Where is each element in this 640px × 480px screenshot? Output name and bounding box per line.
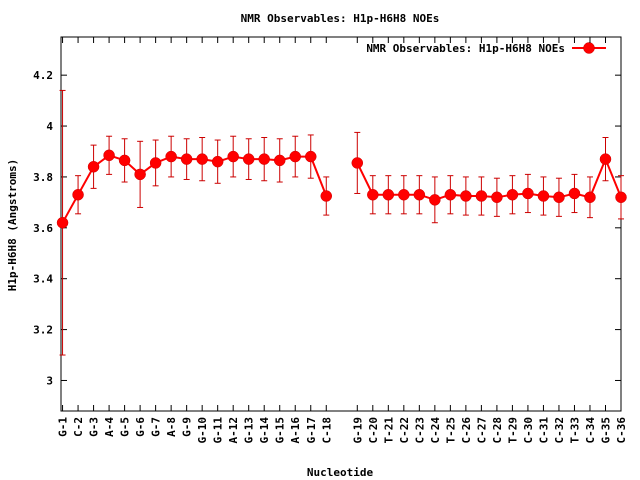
- y-axis-label: H1p-H6H8 (Angstroms): [6, 159, 19, 291]
- data-point: [522, 187, 534, 200]
- x-tick-label: A-16: [289, 417, 302, 444]
- x-tick-label: T-25: [444, 417, 457, 444]
- data-point: [118, 154, 131, 167]
- y-tick-label: 3.2: [33, 324, 53, 337]
- x-tick-label: A-4: [103, 417, 116, 437]
- data-point: [227, 150, 239, 163]
- data-point: [289, 150, 301, 163]
- y-tick-label: 3.8: [33, 171, 53, 184]
- data-point: [134, 168, 146, 181]
- data-point: [87, 161, 100, 173]
- data-point: [273, 154, 286, 167]
- x-tick-label: G-1: [57, 417, 70, 437]
- data-point: [599, 153, 612, 165]
- x-tick-label: T-29: [506, 417, 519, 444]
- data-point: [56, 216, 69, 229]
- data-point: [367, 188, 379, 201]
- chart-title: NMR Observables: H1p-H6H8 NOEs: [241, 12, 440, 25]
- data-point: [615, 191, 627, 204]
- x-tick-label: C-24: [429, 417, 442, 444]
- x-tick-label: C-28: [491, 417, 504, 444]
- data-point: [491, 191, 503, 204]
- plot-area: [56, 89, 627, 356]
- data-point: [211, 155, 224, 168]
- y-tick-label: 4.2: [33, 69, 53, 82]
- y-tick-label: 3.6: [33, 222, 53, 235]
- legend: NMR Observables: H1p-H6H8 NOEs: [366, 42, 606, 55]
- x-tick-label: A-8: [165, 417, 178, 437]
- x-tick-label: C-30: [522, 417, 535, 444]
- x-tick-label: C-22: [398, 417, 411, 444]
- data-point: [180, 153, 193, 165]
- x-tick-label: C-31: [537, 417, 550, 444]
- legend-marker: [583, 42, 595, 54]
- data-point: [72, 188, 84, 201]
- data-point: [258, 153, 270, 165]
- data-point: [429, 194, 441, 206]
- data-point: [165, 150, 177, 163]
- data-point: [196, 153, 208, 165]
- data-point: [584, 191, 596, 204]
- data-point: [568, 187, 581, 200]
- data-point: [149, 157, 162, 169]
- x-axis-label: Nucleotide: [307, 466, 374, 479]
- data-point: [305, 150, 317, 163]
- x-tick-label: G-15: [274, 417, 287, 444]
- x-tick-label: C-20: [367, 417, 380, 444]
- x-tick-label: G-11: [212, 417, 225, 444]
- x-tick-label: A-12: [227, 417, 240, 444]
- x-tick-label: G-9: [181, 417, 194, 437]
- x-tick-label: C-26: [460, 417, 473, 444]
- x-tick-label: G-13: [243, 417, 256, 444]
- x-tick-label: G-35: [599, 417, 612, 444]
- data-point: [351, 157, 364, 169]
- x-tick-label: C-34: [584, 417, 597, 444]
- x-tick-label: G-17: [305, 417, 318, 444]
- data-point: [444, 188, 457, 201]
- x-tick-label: G-19: [351, 417, 364, 444]
- x-tick-label: G-10: [196, 417, 209, 444]
- x-tick-label: C-18: [320, 417, 333, 444]
- y-tick-label: 4: [46, 120, 53, 133]
- x-tick-label: G-6: [134, 417, 147, 437]
- data-point: [103, 149, 115, 162]
- x-tick-label: C-36: [615, 417, 628, 444]
- x-tick-label: G-5: [119, 417, 132, 437]
- x-tick-label: T-33: [568, 417, 581, 444]
- axes: 33.23.43.63.844.2G-1 C-2 G-3 A-4 G-5 G-6 G-7 A-…: [33, 36, 628, 444]
- plot-border: [60, 36, 622, 412]
- x-tick-label: C-32: [553, 417, 566, 444]
- x-tick-label: C-2: [72, 417, 85, 437]
- data-point: [553, 191, 565, 204]
- x-tick-label: C-27: [475, 417, 488, 444]
- x-tick-label: C-23: [413, 417, 426, 444]
- x-tick-label: G-7: [150, 417, 163, 437]
- data-point: [475, 190, 488, 202]
- data-point: [398, 188, 410, 201]
- x-tick-label: G-3: [88, 417, 101, 437]
- data-point: [506, 188, 519, 201]
- y-tick-label: 3.4: [33, 273, 53, 286]
- x-tick-label: G-14: [258, 417, 271, 444]
- data-point: [460, 190, 472, 202]
- data-point: [382, 188, 395, 201]
- y-tick-label: 3: [46, 374, 53, 387]
- data-point: [320, 190, 333, 202]
- legend-label: NMR Observables: H1p-H6H8 NOEs: [366, 42, 565, 55]
- data-point: [413, 188, 426, 201]
- data-point: [242, 153, 255, 165]
- series-line: [356, 156, 622, 201]
- series-line: [61, 154, 328, 224]
- x-tick-label: T-21: [382, 417, 395, 444]
- data-point: [537, 190, 550, 202]
